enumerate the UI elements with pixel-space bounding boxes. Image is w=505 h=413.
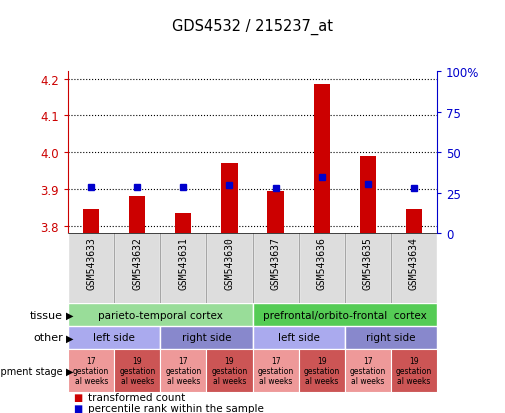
Bar [129, 197, 145, 233]
Text: GSM543636: GSM543636 [317, 237, 327, 290]
Text: prefrontal/orbito-frontal  cortex: prefrontal/orbito-frontal cortex [263, 310, 427, 320]
Text: GSM543634: GSM543634 [409, 237, 419, 290]
Text: 19
gestation
al weeks: 19 gestation al weeks [395, 356, 432, 385]
Bar [161, 349, 207, 392]
Text: GSM543632: GSM543632 [132, 237, 142, 290]
Bar [207, 349, 252, 392]
Text: left side: left side [93, 332, 135, 343]
Bar [68, 304, 252, 326]
Text: 19
gestation
al weeks: 19 gestation al weeks [304, 356, 340, 385]
Bar [252, 326, 345, 349]
Bar [360, 157, 376, 233]
Text: development stage: development stage [0, 366, 63, 376]
Bar [345, 349, 391, 392]
Text: percentile rank within the sample: percentile rank within the sample [88, 403, 264, 413]
Bar [68, 326, 161, 349]
Bar [391, 349, 437, 392]
Text: 19
gestation
al weeks: 19 gestation al weeks [211, 356, 247, 385]
Text: other: other [33, 332, 63, 343]
Text: 17
gestation
al weeks: 17 gestation al weeks [349, 356, 386, 385]
Text: GSM543633: GSM543633 [86, 237, 96, 290]
Text: 17
gestation
al weeks: 17 gestation al weeks [165, 356, 201, 385]
Text: ▶: ▶ [66, 310, 73, 320]
Bar [68, 349, 114, 392]
Text: tissue: tissue [30, 310, 63, 320]
Text: parieto-temporal cortex: parieto-temporal cortex [98, 310, 223, 320]
Bar [83, 209, 99, 233]
Text: transformed count: transformed count [88, 392, 186, 403]
Bar [252, 304, 437, 326]
Text: left side: left side [278, 332, 320, 343]
Text: GSM543631: GSM543631 [178, 237, 188, 290]
Text: ■: ■ [73, 403, 82, 413]
Text: 17
gestation
al weeks: 17 gestation al weeks [73, 356, 110, 385]
Bar [252, 349, 298, 392]
Text: GSM543637: GSM543637 [271, 237, 281, 290]
Bar [161, 326, 252, 349]
Bar [114, 349, 161, 392]
Bar [268, 191, 284, 233]
Bar [221, 164, 237, 233]
Text: ▶: ▶ [66, 332, 73, 343]
Bar [345, 326, 437, 349]
Text: ▶: ▶ [66, 366, 73, 376]
Text: GSM543635: GSM543635 [363, 237, 373, 290]
Bar [175, 213, 191, 233]
Bar [406, 209, 422, 233]
Text: 19
gestation
al weeks: 19 gestation al weeks [119, 356, 156, 385]
Text: right side: right side [366, 332, 416, 343]
Text: right side: right side [182, 332, 231, 343]
Text: 17
gestation
al weeks: 17 gestation al weeks [258, 356, 294, 385]
Text: GDS4532 / 215237_at: GDS4532 / 215237_at [172, 19, 333, 35]
Text: ■: ■ [73, 392, 82, 403]
Bar [298, 349, 345, 392]
Text: GSM543630: GSM543630 [224, 237, 234, 290]
Bar [314, 85, 330, 233]
